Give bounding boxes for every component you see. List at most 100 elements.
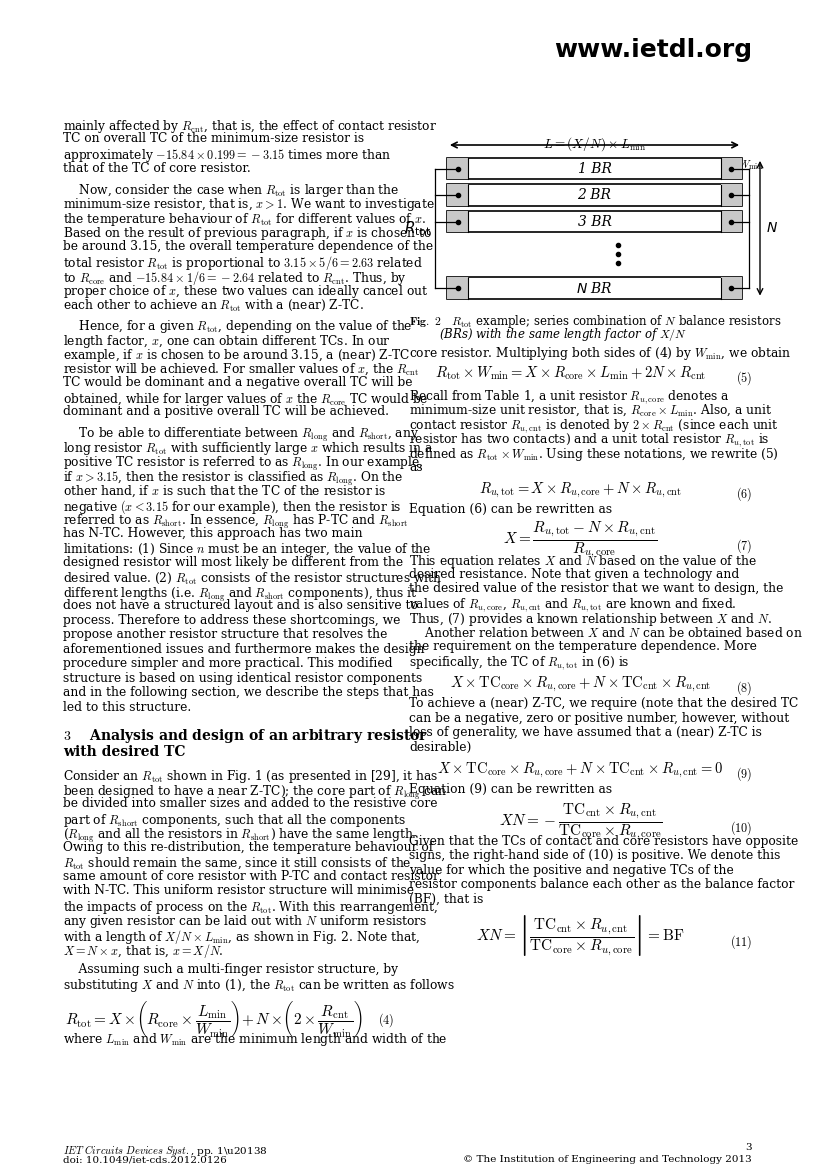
Text: $W_{\rm min}$: $W_{\rm min}$ bbox=[739, 159, 763, 173]
Text: Owing to this re-distribution, the temperature behaviour of: Owing to this re-distribution, the tempe… bbox=[63, 841, 433, 853]
Text: www.ietdl.org: www.ietdl.org bbox=[554, 39, 752, 62]
Text: $X\times{\rm TC}_{\rm core}\times R_{u,\rm core}+N\times{\rm TC}_{\rm cnt}\times: $X\times{\rm TC}_{\rm core}\times R_{u,\… bbox=[437, 761, 724, 780]
Text: Hence, for a given $R_{\rm tot}$, depending on the value of the: Hence, for a given $R_{\rm tot}$, depend… bbox=[63, 318, 413, 336]
Text: $R_{\rm tot}$: $R_{\rm tot}$ bbox=[404, 219, 431, 237]
Text: $N$ BR: $N$ BR bbox=[576, 281, 613, 296]
Text: $(8)$: $(8)$ bbox=[736, 679, 752, 697]
Text: where $L_{\rm min}$ and $W_{\rm min}$ are the minimum length and width of the: where $L_{\rm min}$ and $W_{\rm min}$ ar… bbox=[63, 1031, 447, 1047]
Text: that of the TC of core resistor.: that of the TC of core resistor. bbox=[63, 161, 251, 174]
Text: $\mathbf{Fig.\ 2}$   $R_{\rm tot}$ example; series combination of $N$ balance re: $\mathbf{Fig.\ 2}$ $R_{\rm tot}$ example… bbox=[409, 312, 782, 330]
Text: limitations: (1) Since $n$ must be an integer, the value of the: limitations: (1) Since $n$ must be an in… bbox=[63, 541, 432, 559]
Text: been designed to have a near Z-TC); the core part of $R_{\rm long}$ can: been designed to have a near Z-TC); the … bbox=[63, 783, 447, 801]
Text: $XN=\left|\dfrac{{\rm TC}_{\rm cnt}\times R_{u,\rm cnt}}{{\rm TC}_{\rm core}\tim: $XN=\left|\dfrac{{\rm TC}_{\rm cnt}\time… bbox=[476, 913, 685, 959]
Text: contact resistor $R_{u,\rm cnt}$ is denoted by $2\times R_{\rm cnt}$ (since each: contact resistor $R_{u,\rm cnt}$ is deno… bbox=[409, 417, 778, 435]
Text: To be able to differentiate between $R_{\rm long}$ and $R_{\rm short}$, any: To be able to differentiate between $R_{… bbox=[63, 426, 419, 443]
Text: minimum-size resistor, that is, $x>1$. We want to investigate: minimum-size resistor, that is, $x>1$. W… bbox=[63, 196, 435, 213]
Bar bbox=[447, 277, 468, 298]
Text: Recall from Table 1, a unit resistor $R_{u,\rm core}$ denotes a: Recall from Table 1, a unit resistor $R_… bbox=[409, 388, 729, 406]
Text: negative $(x<3.15$ for our example), then the resistor is: negative $(x<3.15$ for our example), the… bbox=[63, 498, 402, 516]
Bar bbox=[447, 158, 468, 179]
Text: signs, the right-hand side of (10) is positive. We denote this: signs, the right-hand side of (10) is po… bbox=[409, 850, 781, 863]
Text: $R_{u,\rm tot}=X\times R_{u,\rm core}+N\times R_{u,\rm cnt}$: $R_{u,\rm tot}=X\times R_{u,\rm core}+N\… bbox=[479, 480, 682, 500]
Text: has N-TC. However, this approach has two main: has N-TC. However, this approach has two… bbox=[63, 527, 362, 540]
Text: doi: 10.1049/iet-cds.2012.0126: doi: 10.1049/iet-cds.2012.0126 bbox=[63, 1155, 227, 1164]
Text: other hand, if $x$ is such that the TC of the resistor is: other hand, if $x$ is such that the TC o… bbox=[63, 484, 386, 499]
Text: ($R_{\rm long}$ and all the resistors in $R_{\rm short}$) have the same length.: ($R_{\rm long}$ and all the resistors in… bbox=[63, 826, 417, 844]
Text: the desired value of the resistor that we want to design, the: the desired value of the resistor that w… bbox=[409, 582, 783, 595]
Text: $(7)$: $(7)$ bbox=[736, 537, 752, 555]
Text: $R_{\rm tot}$ should remain the same, since it still consists of the: $R_{\rm tot}$ should remain the same, si… bbox=[63, 856, 412, 871]
Bar bbox=[721, 185, 742, 206]
Text: example, if $x$ is chosen to be around 3.15, a (near) Z-TC: example, if $x$ is chosen to be around 3… bbox=[63, 347, 410, 364]
Text: same amount of core resistor with P-TC and contact resistor: same amount of core resistor with P-TC a… bbox=[63, 870, 439, 883]
Text: desirable): desirable) bbox=[409, 740, 471, 754]
Text: procedure simpler and more practical. This modified: procedure simpler and more practical. Th… bbox=[63, 657, 393, 670]
Text: 1 BR: 1 BR bbox=[577, 161, 611, 175]
Text: values of $R_{u,\rm core}$, $R_{u,\rm cnt}$ and $R_{u,\rm tot}$ are known and fi: values of $R_{u,\rm core}$, $R_{u,\rm cn… bbox=[409, 597, 737, 615]
Bar bbox=[447, 185, 742, 206]
Text: minimum-size unit resistor, that is, $R_{\rm core}\times L_{\rm min}$. Also, a u: minimum-size unit resistor, that is, $R_… bbox=[409, 402, 772, 419]
Text: $X=N\times x$, that is, $x=X/N$.: $X=N\times x$, that is, $x=X/N$. bbox=[63, 942, 224, 961]
Text: Equation (9) can be rewritten as: Equation (9) can be rewritten as bbox=[409, 782, 612, 796]
Text: resistor components balance each other as the balance factor: resistor components balance each other a… bbox=[409, 878, 795, 891]
Text: loss of generality, we have assumed that a (near) Z-TC is: loss of generality, we have assumed that… bbox=[409, 726, 762, 739]
Text: the temperature behaviour of $R_{\rm tot}$ for different values of $x$.: the temperature behaviour of $R_{\rm tot… bbox=[63, 210, 426, 228]
Text: Now, consider the case when $R_{\rm tot}$ is larger than the: Now, consider the case when $R_{\rm tot}… bbox=[63, 182, 399, 199]
Text: resistor has two contacts) and a unit total resistor $R_{u,\rm tot}$ is: resistor has two contacts) and a unit to… bbox=[409, 431, 770, 449]
Text: This equation relates $X$ and $N$ based on the value of the: This equation relates $X$ and $N$ based … bbox=[409, 553, 757, 570]
Text: core resistor. Multiplying both sides of (4) by $W_{\rm min}$, we obtain: core resistor. Multiplying both sides of… bbox=[409, 345, 791, 361]
Text: obtained, while for larger values of $x$ the $R_{\rm core}$ TC would be: obtained, while for larger values of $x$… bbox=[63, 390, 428, 408]
Text: propose another resistor structure that resolves the: propose another resistor structure that … bbox=[63, 629, 387, 642]
Text: $R_{\rm tot}\times W_{\rm min}=X\times R_{\rm core}\times L_{\rm min}+2N\times R: $R_{\rm tot}\times W_{\rm min}=X\times R… bbox=[435, 365, 706, 382]
Text: value for which the positive and negative TCs of the: value for which the positive and negativ… bbox=[409, 864, 734, 877]
Text: Given that the TCs of contact and core resistors have opposite: Given that the TCs of contact and core r… bbox=[409, 835, 798, 848]
Text: $L=(X/N)\times L_{\rm min}$: $L=(X/N)\times L_{\rm min}$ bbox=[543, 134, 646, 153]
Text: and in the following section, we describe the steps that has: and in the following section, we describ… bbox=[63, 686, 434, 699]
Text: $(10)$: $(10)$ bbox=[729, 819, 752, 837]
Text: proper choice of $x$, these two values can ideally cancel out: proper choice of $x$, these two values c… bbox=[63, 283, 428, 300]
Text: TC on overall TC of the minimum-size resistor is: TC on overall TC of the minimum-size res… bbox=[63, 132, 364, 145]
Text: referred to as $R_{\rm short}$. In essence, $R_{\rm long}$ has P-TC and $R_{\rm : referred to as $R_{\rm short}$. In essen… bbox=[63, 512, 409, 531]
Text: designed resistor will most likely be different from the: designed resistor will most likely be di… bbox=[63, 556, 403, 569]
Text: desired value. (2) $R_{\rm tot}$ consists of the resistor structures with: desired value. (2) $R_{\rm tot}$ consist… bbox=[63, 570, 442, 586]
Text: aforementioned issues and furthermore makes the design: aforementioned issues and furthermore ma… bbox=[63, 643, 424, 656]
Text: $\it{IET\ Circuits\ Devices\ Syst.}$, pp. 1\u20138: $\it{IET\ Circuits\ Devices\ Syst.}$, pp… bbox=[63, 1143, 267, 1158]
Text: if $x>3.15$, then the resistor is classified as $R_{\rm long}$. On the: if $x>3.15$, then the resistor is classi… bbox=[63, 469, 404, 486]
Text: be around 3.15, the overall temperature dependence of the: be around 3.15, the overall temperature … bbox=[63, 240, 433, 253]
Text: 3 BR: 3 BR bbox=[577, 214, 611, 228]
Text: approximately $-15.84\times0.199=-3.15$ times more than: approximately $-15.84\times0.199=-3.15$ … bbox=[63, 147, 391, 164]
Text: the requirement on the temperature dependence. More: the requirement on the temperature depen… bbox=[409, 641, 757, 653]
Text: any given resistor can be laid out with $N$ uniform resistors: any given resistor can be laid out with … bbox=[63, 913, 428, 931]
Text: 2 BR: 2 BR bbox=[577, 188, 611, 202]
Text: different lengths (i.e. $R_{\rm long}$ and $R_{\rm short}$ components), thus it: different lengths (i.e. $R_{\rm long}$ a… bbox=[63, 584, 418, 603]
Text: $R_{\rm tot}=X\times\!\left(R_{\rm core}\times\dfrac{L_{\rm min}}{W_{\rm min}}\r: $R_{\rm tot}=X\times\!\left(R_{\rm core}… bbox=[65, 999, 362, 1039]
Text: Assuming such a multi-finger resistor structure, by: Assuming such a multi-finger resistor st… bbox=[63, 963, 398, 976]
Bar bbox=[447, 185, 468, 206]
Text: with N-TC. This uniform resistor structure will minimise: with N-TC. This uniform resistor structu… bbox=[63, 885, 414, 898]
Bar bbox=[721, 210, 742, 231]
Text: Based on the result of previous paragraph, if $x$ is chosen to: Based on the result of previous paragrap… bbox=[63, 226, 432, 242]
Bar bbox=[447, 210, 742, 231]
Text: (BF), that is: (BF), that is bbox=[409, 893, 483, 906]
Text: long resistor $R_{\rm tot}$ with sufficiently large $x$ which results in a: long resistor $R_{\rm tot}$ with suffici… bbox=[63, 440, 433, 457]
Text: length factor, $x$, one can obtain different TCs. In our: length factor, $x$, one can obtain diffe… bbox=[63, 333, 391, 350]
Bar bbox=[721, 158, 742, 179]
Text: 3: 3 bbox=[745, 1143, 752, 1151]
Text: $(4)$: $(4)$ bbox=[378, 1011, 394, 1029]
Text: To achieve a (near) Z-TC, we require (note that the desired TC: To achieve a (near) Z-TC, we require (no… bbox=[409, 697, 798, 710]
Text: dominant and a positive overall TC will be achieved.: dominant and a positive overall TC will … bbox=[63, 406, 389, 419]
Text: $(9)$: $(9)$ bbox=[736, 765, 752, 782]
Bar bbox=[447, 210, 468, 231]
Text: with a length of $X/N\times L_{\rm min}$, as shown in Fig. 2. Note that,: with a length of $X/N\times L_{\rm min}$… bbox=[63, 928, 420, 946]
Text: structure is based on using identical resistor components: structure is based on using identical re… bbox=[63, 672, 423, 685]
Text: Equation (6) can be rewritten as: Equation (6) can be rewritten as bbox=[409, 503, 612, 516]
Text: part of $R_{\rm short}$ components, such that all the components: part of $R_{\rm short}$ components, such… bbox=[63, 812, 406, 829]
Text: $X=\dfrac{R_{u,\rm tot}-N\times R_{u,\rm cnt}}{R_{u,\rm core}}$: $X=\dfrac{R_{u,\rm tot}-N\times R_{u,\rm… bbox=[504, 520, 657, 560]
Bar bbox=[721, 277, 742, 298]
Text: can be a negative, zero or positive number, however, without: can be a negative, zero or positive numb… bbox=[409, 712, 789, 725]
Text: does not have a structured layout and is also sensitive to: does not have a structured layout and is… bbox=[63, 600, 418, 613]
Text: resistor will be achieved. For smaller values of $x$, the $R_{\rm cnt}$: resistor will be achieved. For smaller v… bbox=[63, 361, 419, 378]
Text: to $R_{\rm core}$ and $-15.84\times1/6=-2.64$ related to $R_{\rm cnt}$. Thus, by: to $R_{\rm core}$ and $-15.84\times1/6=-… bbox=[63, 269, 407, 286]
Bar bbox=[447, 277, 742, 298]
Text: the impacts of process on the $R_{\rm tot}$. With this rearrangement,: the impacts of process on the $R_{\rm to… bbox=[63, 899, 437, 915]
